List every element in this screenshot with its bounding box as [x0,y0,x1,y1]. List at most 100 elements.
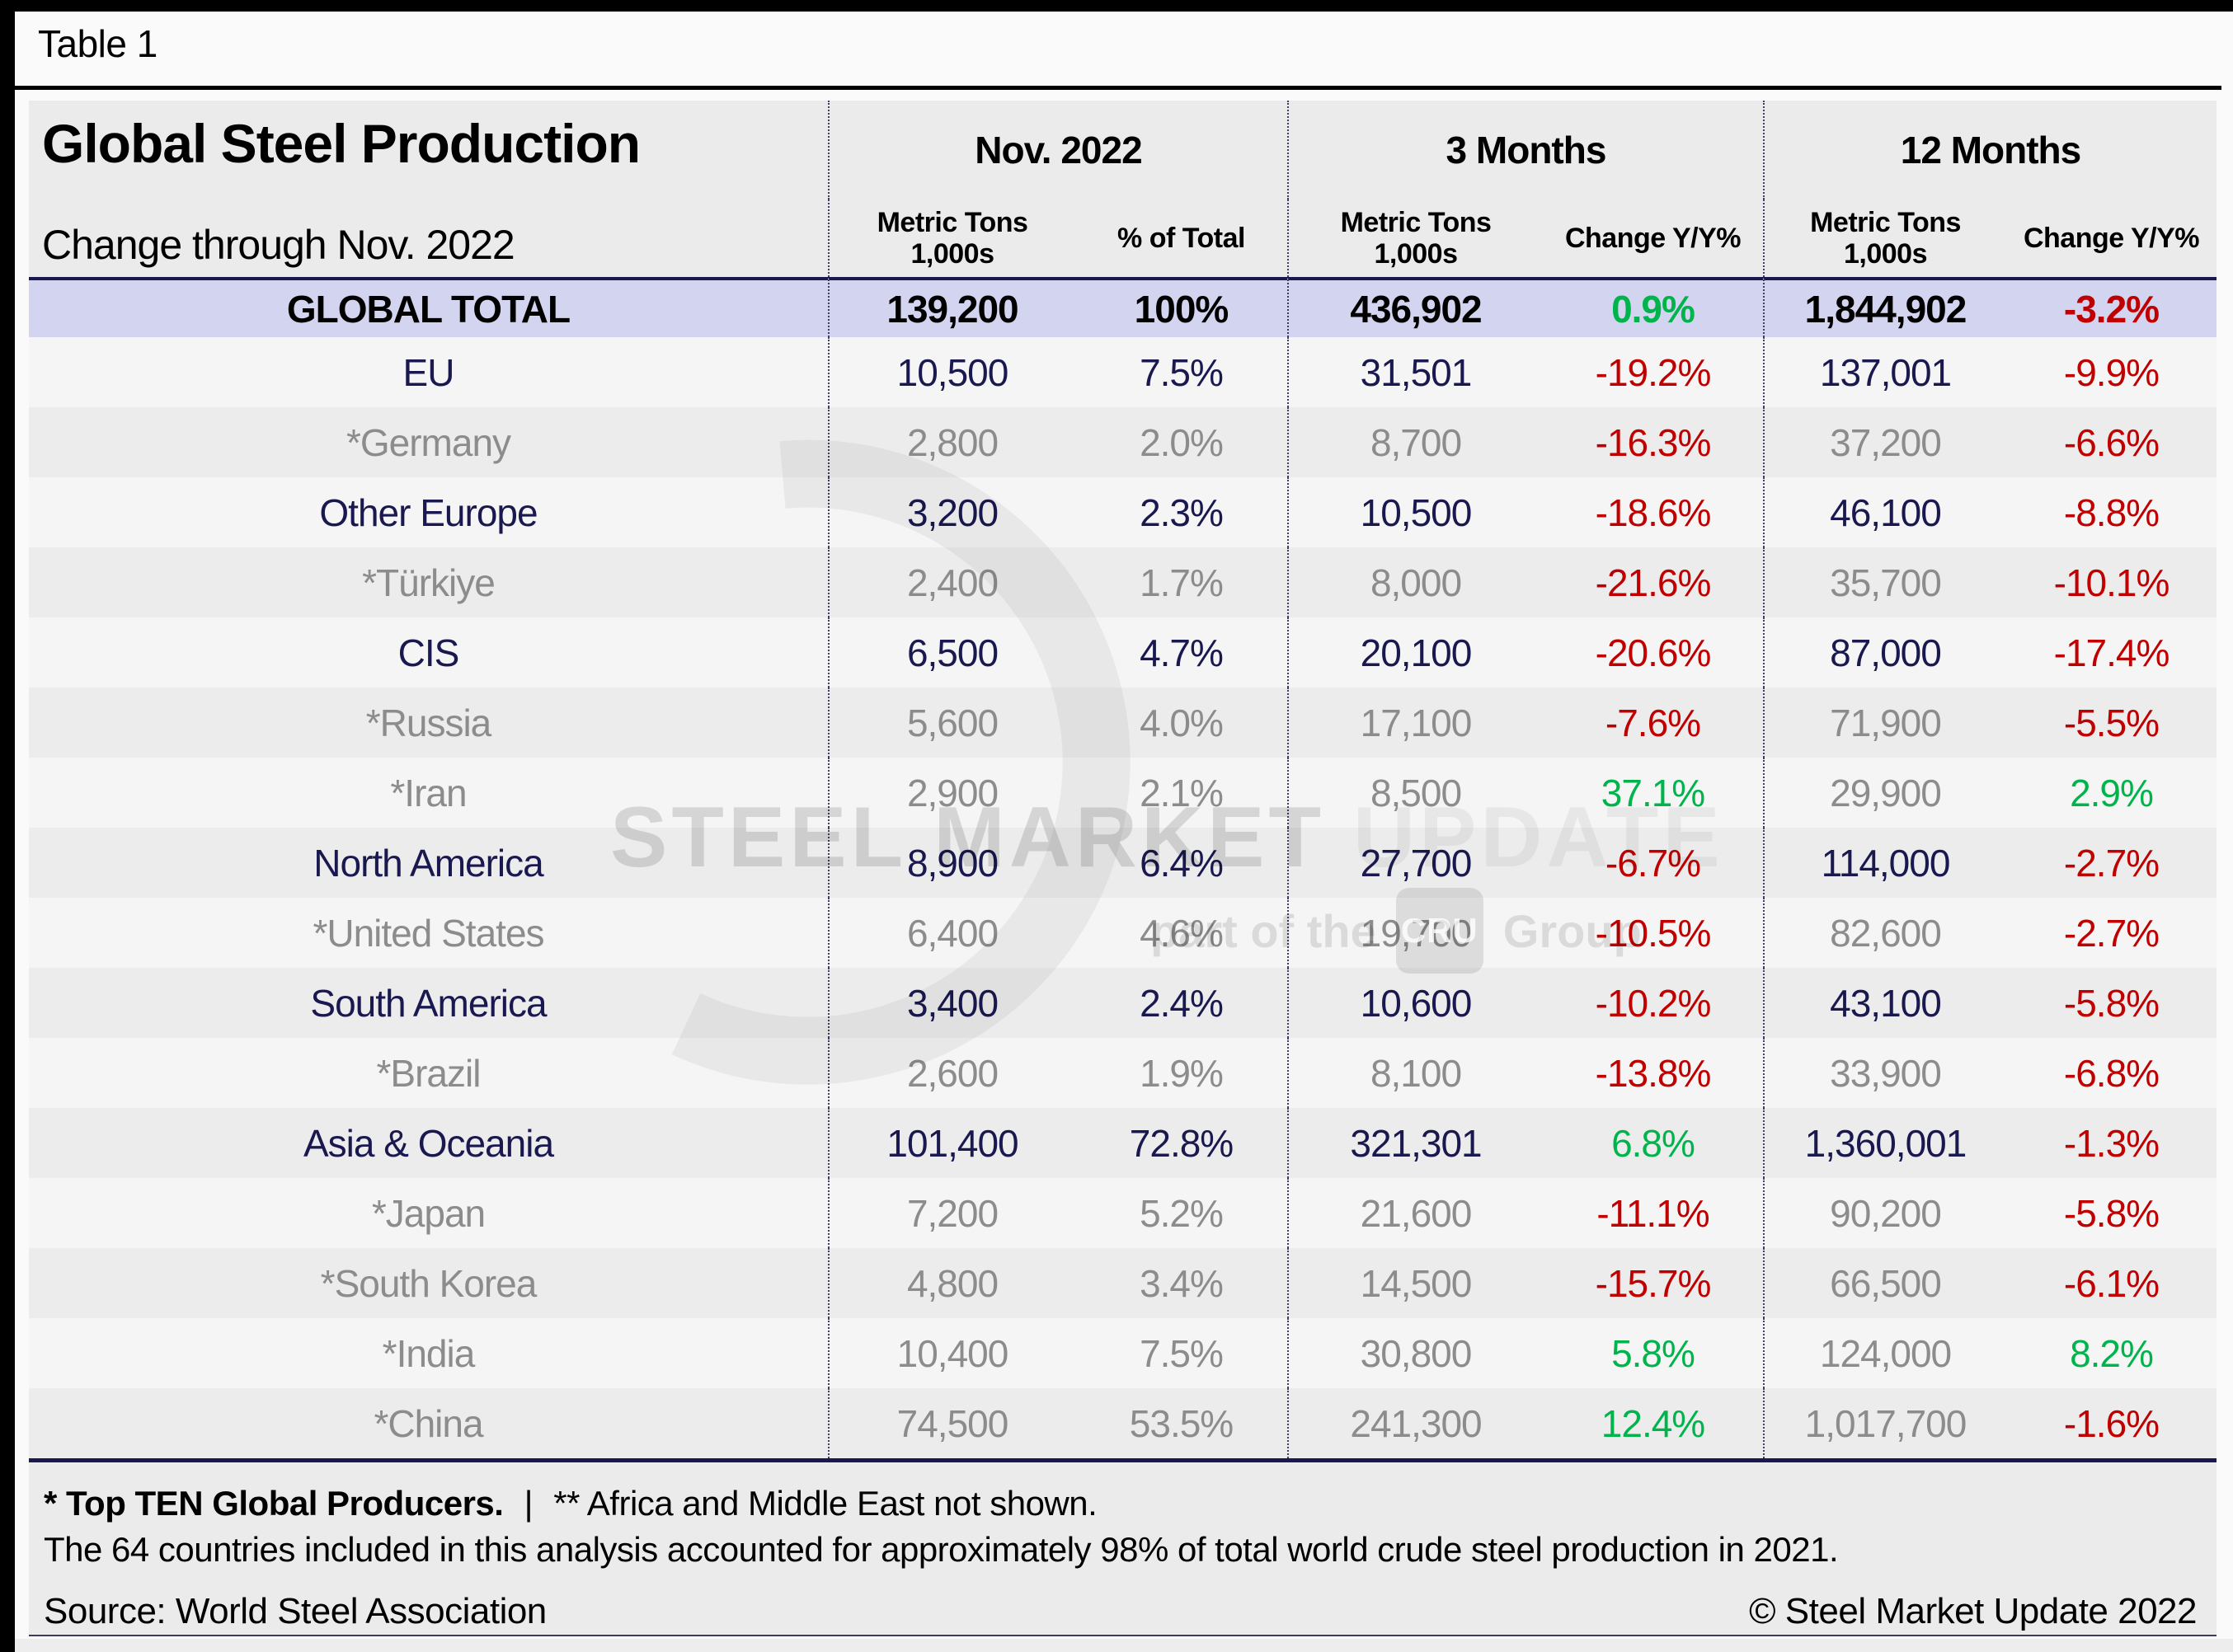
nov-pct-of-total-cell: 7.5% [1075,1318,1287,1388]
3m-change-cell: -6.7% [1543,828,1763,898]
header-divider-rule [15,86,2221,90]
region-name-cell: CIS [29,617,828,688]
nov-metric-tons-cell: 8,900 [828,828,1075,898]
region-name-cell: *Brazil [29,1038,828,1108]
nov-pct-of-total-cell: 4.0% [1075,688,1287,758]
region-name-cell: Other Europe [29,477,828,547]
12m-metric-tons-cell: 90,200 [1763,1178,2006,1248]
3m-metric-tons-cell: 31,501 [1287,337,1543,407]
col-header-line: Metric Tons [1810,206,1961,238]
12m-metric-tons-cell: 87,000 [1763,617,2006,688]
nov-pct-of-total-cell: 72.8% [1075,1108,1287,1178]
col-header-12m-metric-tons: Metric Tons 1,000s [1763,199,2006,277]
3m-change-cell: -7.6% [1543,688,1763,758]
footer-row: Source: World Steel Association © Steel … [44,1591,2202,1632]
12m-change-cell: 8.2% [2006,1318,2217,1388]
12m-metric-tons-cell: 37,200 [1763,407,2006,477]
nov-metric-tons-cell: 101,400 [828,1108,1075,1178]
12m-change-cell: -6.1% [2006,1248,2217,1318]
3m-metric-tons-cell: 241,300 [1287,1388,1543,1458]
12m-metric-tons-cell: 82,600 [1763,898,2006,968]
footnote-separator: | [524,1484,534,1523]
12m-metric-tons-cell: 71,900 [1763,688,2006,758]
3m-metric-tons-cell: 27,700 [1287,828,1543,898]
footnote-1-rest: ** Africa and Middle East not shown. [553,1484,1098,1523]
nov-pct-of-total-cell: 2.1% [1075,758,1287,828]
copyright-label: © Steel Market Update 2022 [1749,1591,2197,1631]
col-header-line: 1,000s [910,238,995,270]
col-header-line: 1,000s [1844,238,1928,270]
nov-pct-of-total-cell: 53.5% [1075,1388,1287,1458]
footnotes: * Top TEN Global Producers. | ** Africa … [44,1484,2202,1632]
nov-pct-of-total-cell: 5.2% [1075,1178,1287,1248]
3m-change-cell: -10.2% [1543,968,1763,1038]
nov-pct-of-total-cell: 2.3% [1075,477,1287,547]
3m-metric-tons-cell: 30,800 [1287,1318,1543,1388]
3m-metric-tons-cell: 10,500 [1287,477,1543,547]
12m-metric-tons-cell: 29,900 [1763,758,2006,828]
region-name-cell: Asia & Oceania [29,1108,828,1178]
region-name-cell: *United States [29,898,828,968]
column-group-nov-2022: Nov. 2022 [828,101,1287,199]
frame-left-bar [0,0,15,1652]
3m-metric-tons-cell: 21,600 [1287,1178,1543,1248]
region-name-cell: *India [29,1318,828,1388]
region-name-cell: *South Korea [29,1248,828,1318]
3m-change-cell: 0.9% [1543,277,1763,337]
col-header-line: 1,000s [1374,238,1459,270]
12m-change-cell: -8.8% [2006,477,2217,547]
nov-pct-of-total-cell: 3.4% [1075,1248,1287,1318]
nov-pct-of-total-cell: 2.0% [1075,407,1287,477]
nov-metric-tons-cell: 5,600 [828,688,1075,758]
3m-metric-tons-cell: 8,700 [1287,407,1543,477]
nov-pct-of-total-cell: 4.6% [1075,898,1287,968]
12m-metric-tons-cell: 66,500 [1763,1248,2006,1318]
3m-metric-tons-cell: 20,100 [1287,617,1543,688]
nov-pct-of-total-cell: 1.7% [1075,547,1287,617]
nov-pct-of-total-cell: 2.4% [1075,968,1287,1038]
region-name-cell: *Türkiye [29,547,828,617]
column-group-12-months: 12 Months [1763,101,2217,199]
nov-metric-tons-cell: 74,500 [828,1388,1075,1458]
12m-change-cell: -10.1% [2006,547,2217,617]
3m-change-cell: -11.1% [1543,1178,1763,1248]
12m-change-cell: -6.8% [2006,1038,2217,1108]
12m-change-cell: -3.2% [2006,277,2217,337]
frame-bottom-strip [15,1639,2233,1652]
region-name-cell: GLOBAL TOTAL [29,277,828,337]
12m-change-cell: -1.3% [2006,1108,2217,1178]
12m-change-cell: -5.8% [2006,1178,2217,1248]
nov-metric-tons-cell: 139,200 [828,277,1075,337]
column-group-3-months: 3 Months [1287,101,1763,199]
col-header-line: Metric Tons [877,206,1028,238]
12m-change-cell: -17.4% [2006,617,2217,688]
3m-metric-tons-cell: 14,500 [1287,1248,1543,1318]
page-subtitle: Change through Nov. 2022 [42,222,515,268]
nov-metric-tons-cell: 3,400 [828,968,1075,1038]
nov-metric-tons-cell: 10,400 [828,1318,1075,1388]
3m-change-cell: -10.5% [1543,898,1763,968]
page-title: Global Steel Production [42,113,641,174]
12m-metric-tons-cell: 35,700 [1763,547,2006,617]
region-name-cell: *Germany [29,407,828,477]
3m-change-cell: -19.2% [1543,337,1763,407]
3m-change-cell: -13.8% [1543,1038,1763,1108]
3m-metric-tons-cell: 10,600 [1287,968,1543,1038]
12m-change-cell: -2.7% [2006,898,2217,968]
12m-metric-tons-cell: 1,844,902 [1763,277,2006,337]
3m-change-cell: -15.7% [1543,1248,1763,1318]
table-label: Table 1 [38,22,157,65]
12m-metric-tons-cell: 46,100 [1763,477,2006,547]
nov-metric-tons-cell: 2,900 [828,758,1075,828]
region-name-cell: EU [29,337,828,407]
3m-metric-tons-cell: 321,301 [1287,1108,1543,1178]
col-header-nov-metric-tons: Metric Tons 1,000s [828,199,1075,277]
region-name-cell: South America [29,968,828,1038]
nov-metric-tons-cell: 2,400 [828,547,1075,617]
nov-metric-tons-cell: 2,600 [828,1038,1075,1108]
3m-metric-tons-cell: 8,500 [1287,758,1543,828]
12m-metric-tons-cell: 124,000 [1763,1318,2006,1388]
12m-change-cell: -5.5% [2006,688,2217,758]
3m-metric-tons-cell: 19,700 [1287,898,1543,968]
col-header-3m-metric-tons: Metric Tons 1,000s [1287,199,1543,277]
